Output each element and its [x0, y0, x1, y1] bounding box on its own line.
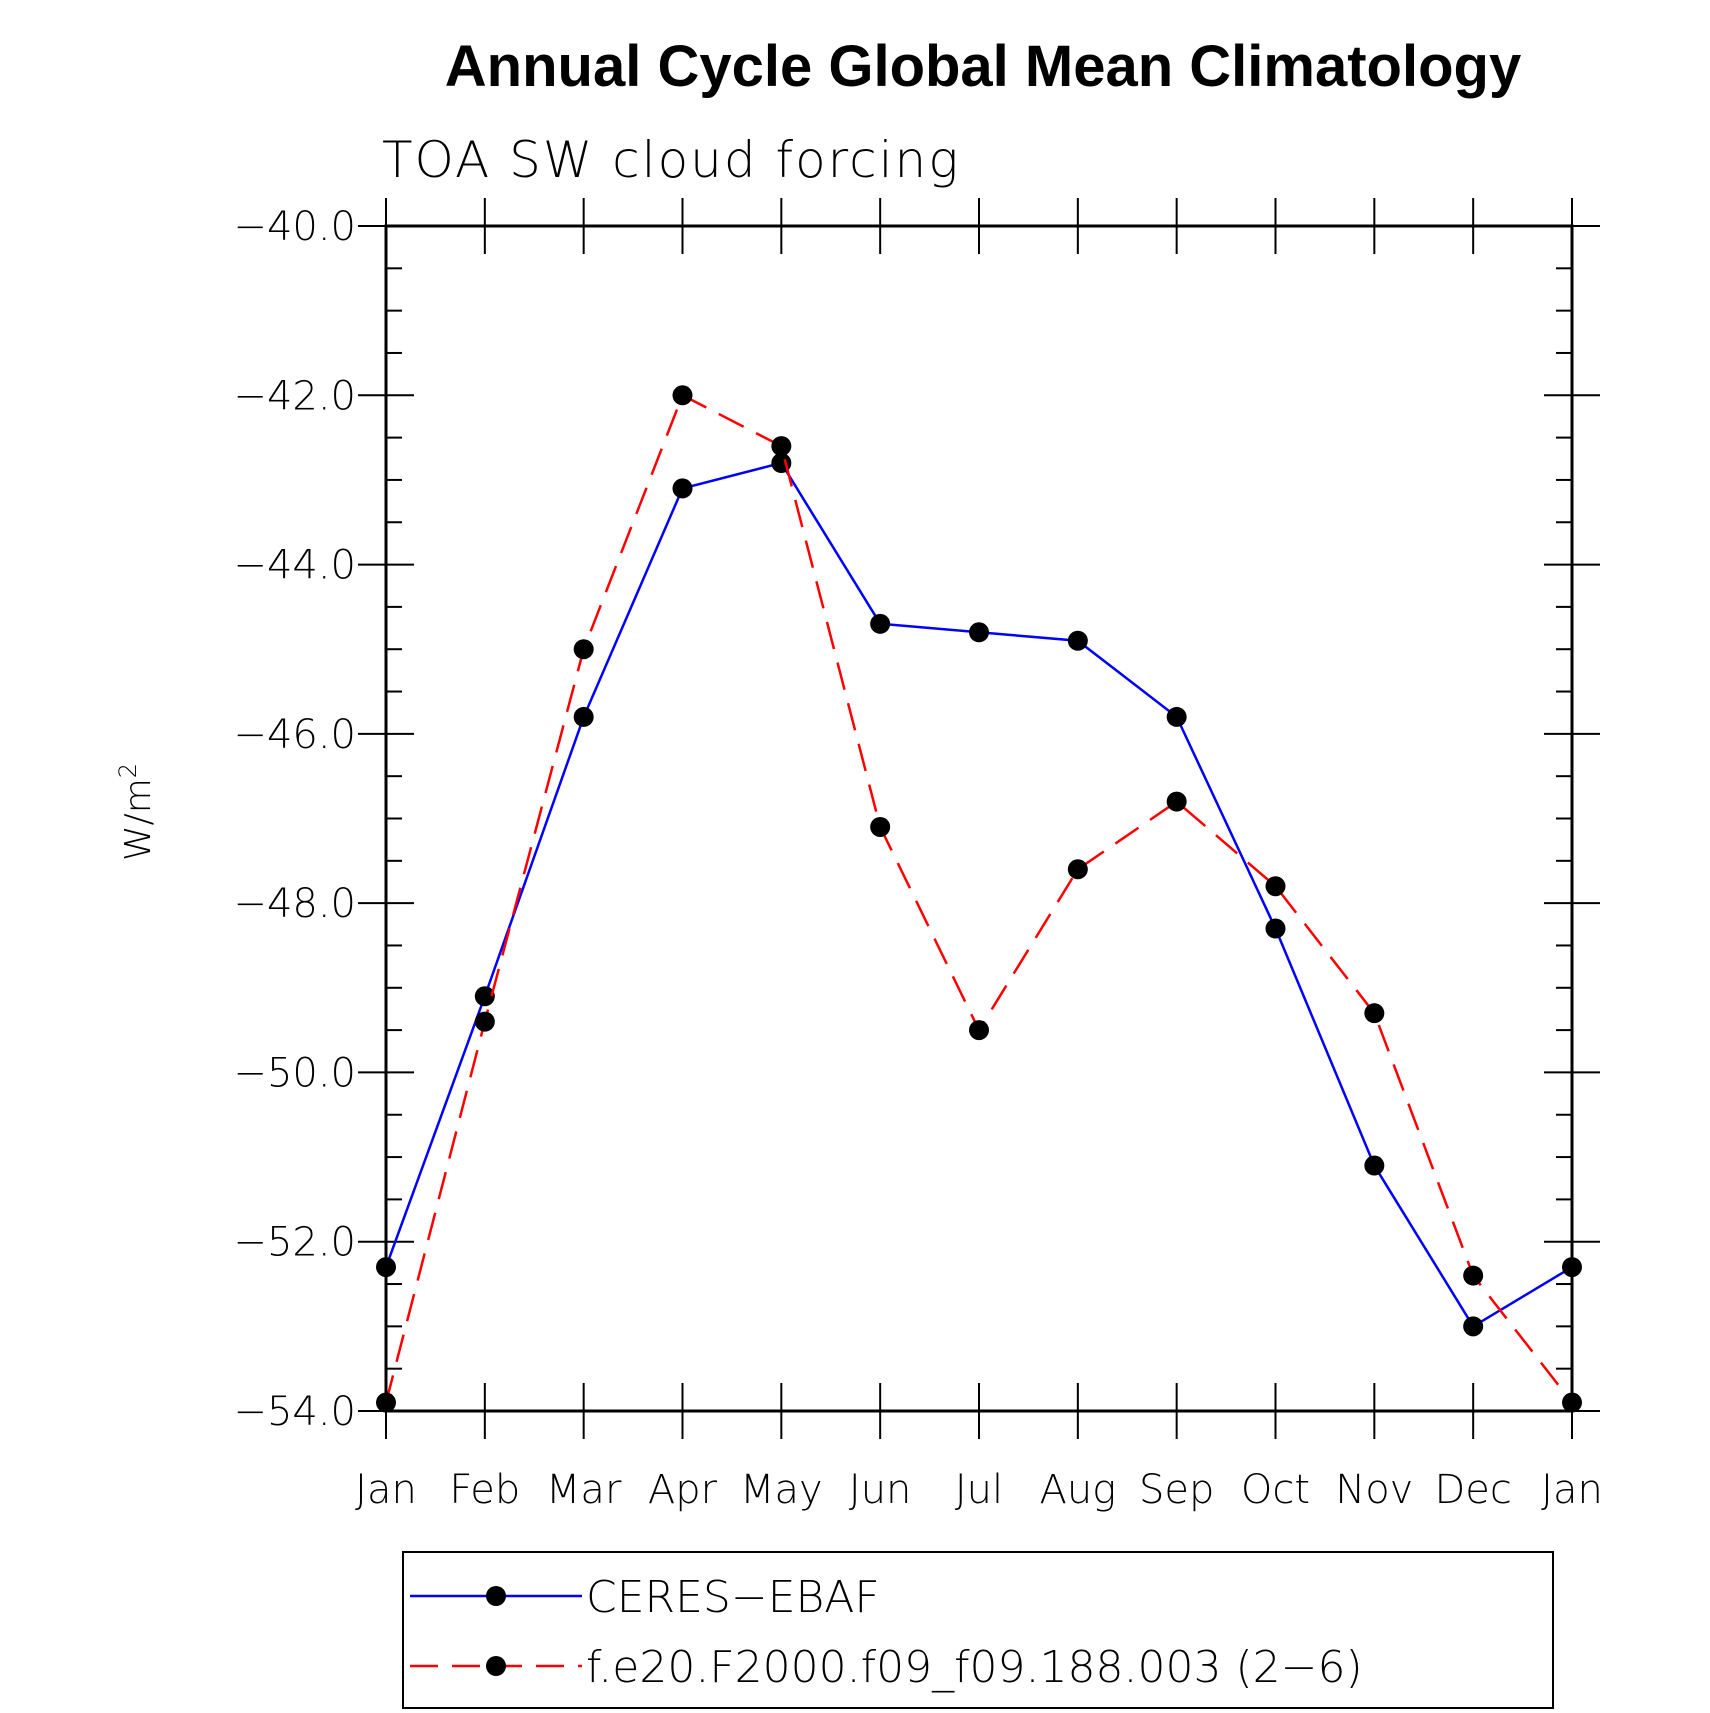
x-tick-label: Sep — [1139, 1467, 1214, 1513]
data-point-0-10 — [1364, 1155, 1385, 1176]
x-tick-label: Jun — [849, 1467, 912, 1513]
x-tick-label: Jul — [955, 1467, 1003, 1513]
data-point-1-5 — [870, 816, 891, 837]
data-point-0-9 — [1265, 918, 1286, 939]
data-point-1-6 — [969, 1020, 989, 1041]
x-tick-label: Jan — [1541, 1467, 1603, 1513]
y-tick-label: −52.0 — [233, 1220, 356, 1266]
x-tick-label: Aug — [1039, 1467, 1116, 1513]
data-point-0-3 — [672, 478, 693, 499]
data-point-0-5 — [870, 613, 891, 634]
data-point-0-11 — [1463, 1316, 1484, 1337]
series-line-0 — [384, 461, 1573, 1329]
data-point-0-7 — [1067, 630, 1088, 651]
data-point-1-2 — [573, 639, 594, 660]
data-point-0-8 — [1166, 706, 1187, 727]
x-tick-label: Apr — [648, 1467, 718, 1513]
x-tick-label: May — [740, 1467, 823, 1513]
legend-label-model: f.e20.F2000.f09_f09.188.003 (2−6) — [586, 1642, 1363, 1693]
data-point-1-3 — [672, 385, 693, 406]
series-layer — [376, 385, 1582, 1413]
x-tick-label: Nov — [1335, 1467, 1413, 1513]
y-tick-labels: −40.0 −42.0 −44.0 −46.0 −48.0 −50.0 −52.0 −54.0 — [233, 204, 356, 1435]
y-axis-label: W/m2 — [114, 763, 159, 861]
x-tick-label: Dec — [1434, 1467, 1511, 1513]
x-tick-labels: Jan Feb Mar Apr May Jun Jul Aug Sep Oct Nov Dec Jan — [355, 1467, 1603, 1513]
chart-title: Annual Cycle Global Mean Climatology — [445, 34, 1521, 99]
data-point-1-9 — [1265, 876, 1286, 897]
y-tick-label: −54.0 — [233, 1389, 356, 1435]
y-tick-label: −44.0 — [233, 543, 356, 589]
x-tick-label: Mar — [546, 1467, 622, 1513]
x-tick-label: Jan — [355, 1467, 417, 1513]
data-point-0-6 — [969, 622, 989, 643]
plot-frame — [384, 224, 1574, 1413]
legend-label-ceres-ebaf: CERES−EBAF — [586, 1572, 880, 1623]
y-tick-label: −48.0 — [233, 881, 356, 927]
legend-box — [402, 1551, 1554, 1709]
y-tick-label: −50.0 — [233, 1050, 356, 1096]
x-tick-label: Feb — [449, 1467, 520, 1513]
chart-subtitle: TOA SW cloud forcing — [382, 131, 960, 189]
data-point-1-1 — [474, 1011, 495, 1032]
legend-marker-ceres-ebaf — [486, 1586, 506, 1606]
data-point-0-2 — [573, 706, 594, 727]
y-tick-label: −40.0 — [233, 204, 356, 250]
x-tick-label: Oct — [1241, 1467, 1310, 1513]
data-point-0-1 — [474, 986, 495, 1007]
y-tick-label: −46.0 — [233, 712, 356, 758]
legend-marker-model — [486, 1656, 506, 1676]
data-point-1-7 — [1067, 859, 1088, 880]
data-point-1-8 — [1166, 791, 1187, 812]
legend: CERES−EBAF f.e20.F2000.f09_f09.188.003 (… — [402, 1551, 1554, 1709]
svg-text:W/m2: W/m2 — [114, 763, 159, 861]
axis-ticks — [358, 198, 1600, 1439]
data-point-1-11 — [1463, 1265, 1484, 1286]
y-tick-label: −42.0 — [233, 373, 356, 419]
y-axis-label-superscript: 2 — [114, 763, 142, 778]
series-line-1 — [384, 393, 1573, 1404]
data-point-1-10 — [1364, 1003, 1385, 1024]
data-point-1-4 — [771, 436, 792, 457]
y-axis-label-text: W/m — [118, 778, 159, 861]
